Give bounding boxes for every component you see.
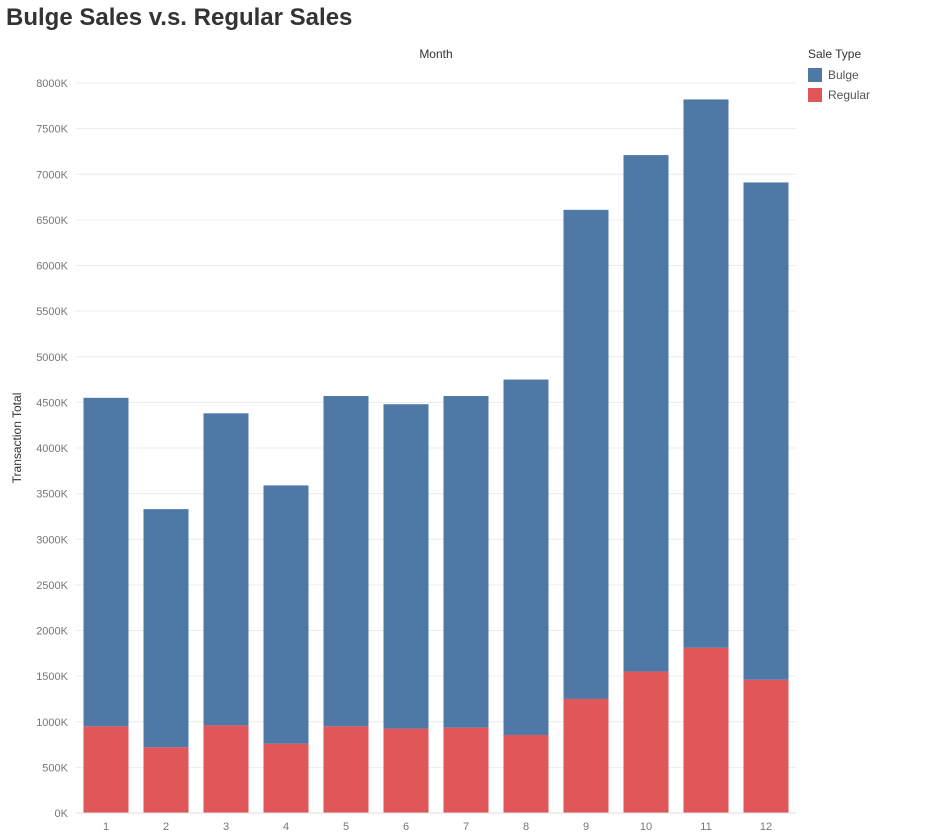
x-tick-label: 7	[463, 821, 469, 833]
bar-regular-month-5[interactable]	[323, 726, 369, 813]
x-tick-label: 2	[163, 821, 169, 833]
x-tick-label: 5	[343, 821, 349, 833]
legend: Sale Type Bulge Regular	[808, 47, 870, 105]
bar-bulge-month-9[interactable]	[563, 209, 609, 699]
y-tick-label: 6000K	[36, 261, 68, 273]
y-tick-label: 7500K	[36, 124, 68, 136]
y-tick-label: 5000K	[36, 352, 68, 364]
x-tick-label: 6	[403, 821, 409, 833]
bar-regular-month-8[interactable]	[503, 734, 549, 813]
y-tick-label: 7000K	[36, 169, 68, 181]
bar-regular-month-10[interactable]	[623, 671, 669, 813]
y-tick-label: 4000K	[36, 443, 68, 455]
bar-regular-month-9[interactable]	[563, 698, 609, 813]
y-tick-label: 2500K	[36, 580, 68, 592]
y-axis-ticks: 0K 500K 1000K 1500K 2000K 2500K 3000K 3500K 4000…	[36, 78, 68, 820]
legend-item-bulge[interactable]: Bulge	[808, 65, 870, 85]
bar-regular-month-11[interactable]	[683, 647, 729, 813]
chart-title: Bulge Sales v.s. Regular Sales	[6, 4, 353, 31]
y-tick-label: 6500K	[36, 215, 68, 227]
bar-regular-month-6[interactable]	[383, 728, 429, 813]
y-axis-title: Transaction Total	[10, 393, 24, 484]
y-tick-label: 5500K	[36, 306, 68, 318]
bar-regular-month-3[interactable]	[203, 725, 249, 813]
x-tick-label: 10	[640, 821, 652, 833]
grid-lines	[76, 82, 796, 768]
bar-regular-month-12[interactable]	[743, 679, 789, 813]
x-axis-ticks: 1 2 3 4 5 6 7 8 9 10 11 12	[103, 821, 772, 833]
legend-swatch-bulge	[808, 68, 822, 82]
x-tick-label: 4	[283, 821, 289, 833]
bar-regular-month-2[interactable]	[143, 747, 189, 813]
bars	[83, 99, 789, 813]
bar-bulge-month-2[interactable]	[143, 509, 189, 748]
bar-bulge-month-12[interactable]	[743, 182, 789, 680]
bar-regular-month-1[interactable]	[83, 726, 129, 813]
bar-regular-month-4[interactable]	[263, 743, 309, 813]
legend-item-regular[interactable]: Regular	[808, 85, 870, 105]
y-tick-label: 1500K	[36, 671, 68, 683]
stacked-bar-chart: Month Transaction Total 0K 500K 1000K 1500K…	[10, 47, 796, 833]
x-tick-label: 11	[700, 821, 711, 833]
y-tick-label: 1000K	[36, 717, 68, 729]
x-tick-label: 8	[523, 821, 529, 833]
legend-label-bulge: Bulge	[828, 68, 859, 82]
legend-title: Sale Type	[808, 47, 862, 61]
y-tick-label: 3500K	[36, 489, 68, 501]
y-tick-label: 3000K	[36, 534, 68, 546]
bar-bulge-month-3[interactable]	[203, 413, 249, 726]
y-tick-label: 4500K	[36, 397, 68, 409]
bar-bulge-month-11[interactable]	[683, 99, 729, 648]
x-axis-title: Month	[419, 47, 452, 61]
x-tick-label: 12	[760, 821, 772, 833]
bar-bulge-month-8[interactable]	[503, 379, 549, 735]
bar-regular-month-7[interactable]	[443, 727, 489, 813]
x-tick-label: 3	[223, 821, 229, 833]
x-tick-label: 9	[583, 821, 589, 833]
bar-bulge-month-1[interactable]	[83, 397, 129, 727]
y-tick-label: 0K	[55, 808, 69, 820]
x-tick-label: 1	[103, 821, 109, 833]
legend-swatch-regular	[808, 88, 822, 102]
bar-bulge-month-7[interactable]	[443, 395, 489, 728]
y-tick-label: 500K	[42, 762, 68, 774]
y-tick-label: 2000K	[36, 626, 68, 638]
legend-label-regular: Regular	[828, 88, 871, 102]
bar-bulge-month-4[interactable]	[263, 485, 309, 744]
bar-bulge-month-5[interactable]	[323, 395, 369, 727]
y-tick-label: 8000K	[36, 78, 68, 90]
bar-bulge-month-6[interactable]	[383, 404, 429, 729]
bar-bulge-month-10[interactable]	[623, 155, 669, 672]
